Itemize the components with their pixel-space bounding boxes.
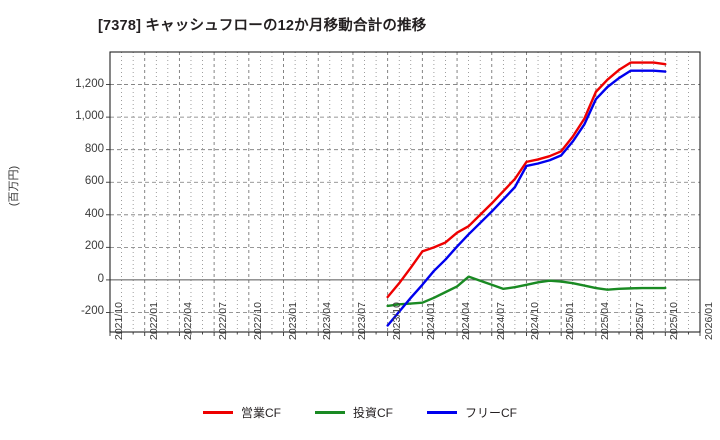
x-tick-label: 2024/04: [460, 302, 473, 340]
legend-item[interactable]: 投資CF: [315, 404, 393, 421]
y-tick-label: 1,000: [75, 110, 104, 123]
x-tick-label: 2021/10: [113, 302, 125, 340]
x-tick-label: 2025/01: [564, 302, 577, 340]
series-line-free-cf: [386, 69, 667, 327]
y-tick-label: 400: [84, 207, 104, 220]
x-tick-label: 2026/01: [703, 302, 715, 340]
x-tick-label: 2023/01: [286, 302, 299, 340]
chart-legend: 営業CF 投資CF フリーCF: [0, 404, 720, 421]
x-tick-label: 2025/10: [668, 302, 681, 340]
y-axis-label: (百万円): [8, 165, 20, 207]
x-tick-label: 2023/07: [355, 302, 368, 340]
x-tick-label: 2024/01: [425, 302, 438, 340]
legend-color-swatch: [427, 411, 457, 414]
y-tick-label: 200: [84, 240, 104, 253]
legend-label: 営業CF: [241, 406, 281, 420]
legend-item[interactable]: 営業CF: [203, 404, 281, 421]
x-tick-label: 2022/04: [182, 302, 195, 340]
x-tick-label: 2022/10: [251, 302, 264, 340]
x-tick-label: 2022/07: [217, 302, 230, 340]
chart-title: [7378] キャッシュフローの12か月移動合計の推移: [98, 18, 427, 34]
y-tick-label: 600: [84, 175, 104, 188]
series-line-investing-cf: [386, 275, 667, 308]
x-tick-label: 2022/01: [147, 302, 160, 340]
x-tick-label: 2023/10: [390, 302, 403, 340]
legend-label: フリーCF: [465, 406, 517, 420]
series-line-operating-cf: [386, 61, 667, 299]
x-tick-label: 2024/07: [494, 302, 507, 340]
y-tick-label: 1,200: [75, 77, 104, 90]
legend-color-swatch: [203, 411, 233, 414]
legend-label: 投資CF: [353, 406, 393, 420]
y-tick-label: 800: [84, 142, 104, 155]
x-tick-label: 2023/04: [321, 302, 334, 340]
y-axis-tick-labels: -200 0 200 400 600 800 1,000 1,200: [48, 0, 104, 440]
plot-frame: [109, 51, 701, 333]
y-tick-label: -200: [80, 305, 104, 318]
x-tick-label: 2024/10: [529, 302, 542, 340]
x-tick-label: 2025/04: [598, 302, 611, 340]
y-tick-label: 0: [97, 272, 104, 285]
x-tick-label: 2025/07: [633, 302, 646, 340]
legend-color-swatch: [315, 411, 345, 414]
legend-item[interactable]: フリーCF: [427, 404, 517, 421]
